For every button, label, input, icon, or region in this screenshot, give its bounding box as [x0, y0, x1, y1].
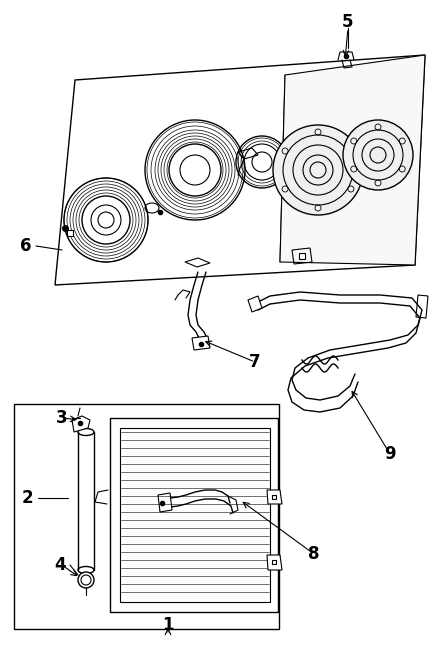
Bar — [14, 404, 278, 629]
Text: 4: 4 — [54, 556, 66, 574]
Polygon shape — [266, 555, 281, 570]
Text: 1: 1 — [162, 616, 173, 634]
Circle shape — [342, 120, 412, 190]
Text: 7: 7 — [249, 353, 260, 371]
Circle shape — [98, 212, 114, 228]
Text: 9: 9 — [383, 445, 395, 463]
Polygon shape — [184, 258, 209, 267]
Polygon shape — [247, 296, 261, 312]
Text: 6: 6 — [20, 237, 32, 255]
Polygon shape — [280, 55, 424, 265]
Polygon shape — [266, 490, 281, 504]
Circle shape — [272, 125, 362, 215]
Text: 3: 3 — [56, 409, 68, 427]
Polygon shape — [158, 493, 172, 512]
Text: 2: 2 — [21, 489, 33, 507]
Text: 5: 5 — [341, 13, 353, 31]
Polygon shape — [72, 416, 90, 432]
Polygon shape — [191, 336, 209, 350]
Circle shape — [78, 572, 94, 588]
Text: 8: 8 — [307, 545, 319, 563]
